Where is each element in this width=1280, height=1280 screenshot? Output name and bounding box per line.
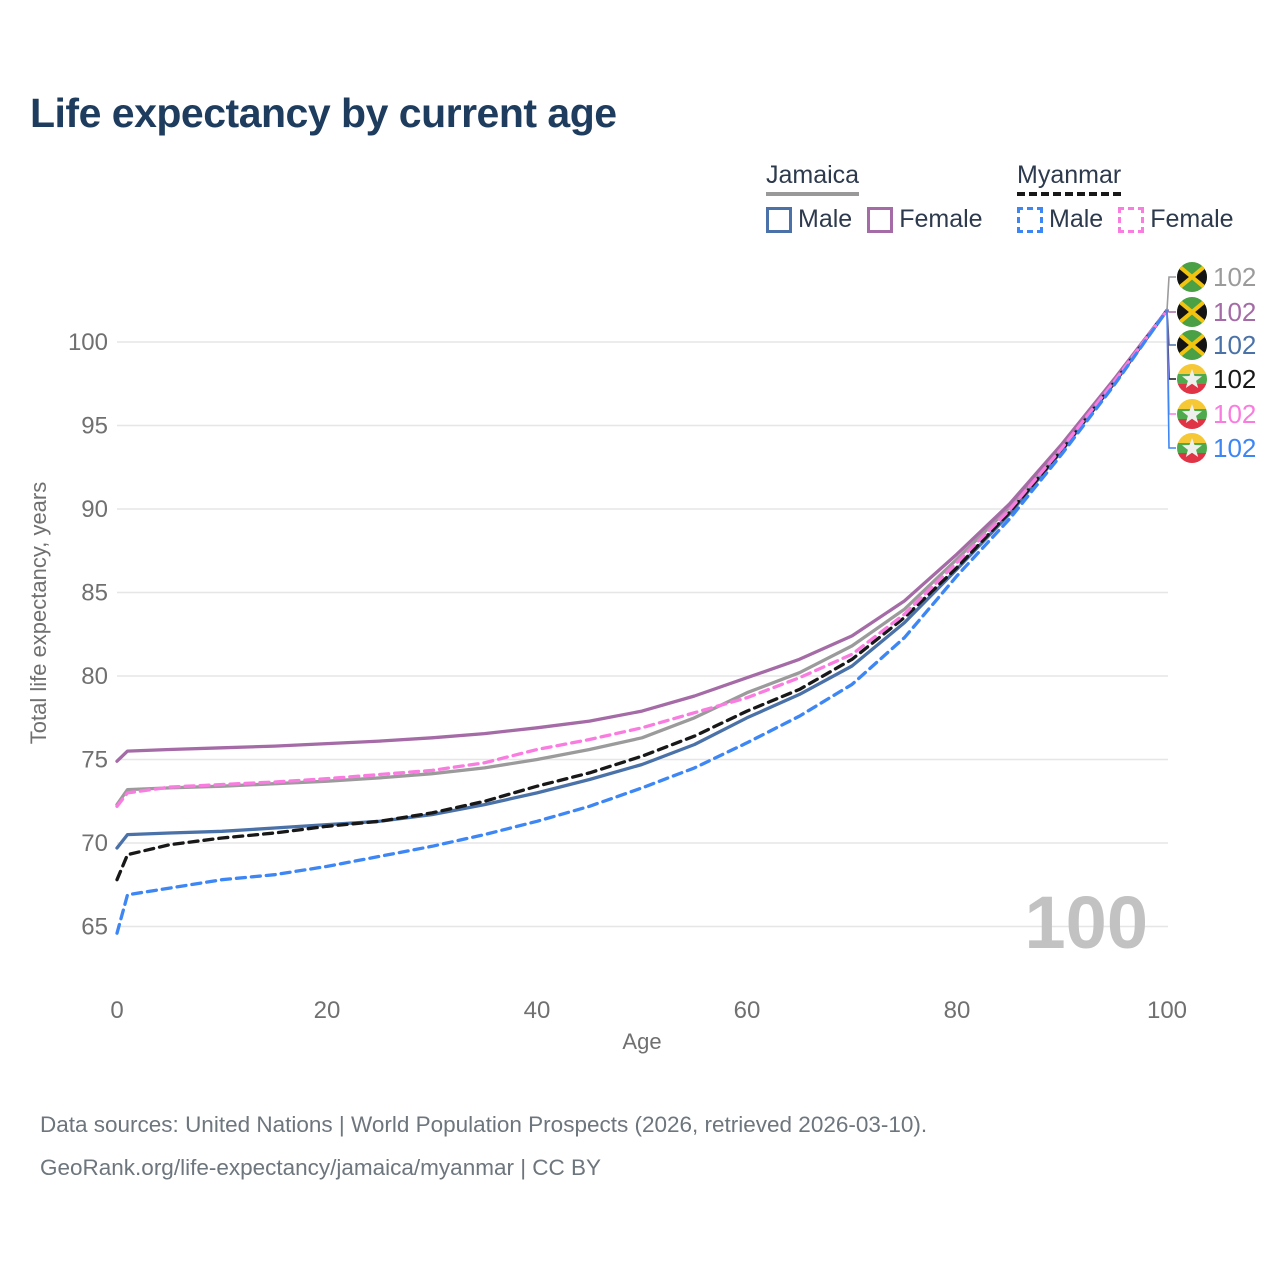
x-tick-label-20: 20 — [314, 997, 341, 1024]
legend-swatch-myanmar-male — [1017, 206, 1043, 233]
legend-label-jamaica-male: Male — [798, 205, 853, 233]
series-line-jamaica-all[interactable] — [115, 308, 1169, 807]
endpoint-value: 102 — [1213, 433, 1257, 463]
age-watermark: 100 — [1025, 881, 1148, 964]
legend-group-myanmar: Myanmar Male Female — [1017, 161, 1234, 234]
legend-item-jamaica-male[interactable]: Male — [766, 205, 852, 234]
y-tick-label-70: 70 — [81, 830, 108, 857]
y-tick-label-100: 100 — [68, 329, 108, 356]
endpoint-row-jamaica-female: 102 — [1177, 297, 1256, 327]
page-title: Life expectancy by current age — [30, 90, 617, 136]
y-tick-label-90: 90 — [81, 496, 108, 523]
legend-country-label: Myanmar — [1017, 161, 1122, 196]
y-tick-label-80: 80 — [81, 663, 108, 690]
x-tick-label-100: 100 — [1147, 997, 1187, 1024]
footer: Data sources: United Nations | World Pop… — [40, 1103, 927, 1189]
jamaica-flag-icon — [1177, 262, 1207, 292]
legend-country-myanmar: Myanmar — [1017, 161, 1234, 196]
y-tick-label-95: 95 — [81, 413, 108, 440]
legend-label-myanmar-male: Male — [1049, 205, 1104, 233]
x-tick-label-60: 60 — [734, 997, 761, 1024]
endpoint-row-myanmar-male: 102 — [1177, 433, 1256, 463]
endpoint-value: 102 — [1213, 364, 1257, 394]
y-tick-label-75: 75 — [81, 747, 108, 774]
myanmar-flag-icon — [1177, 399, 1207, 429]
series-line-myanmar-female[interactable] — [115, 308, 1169, 808]
y-axis-title: Total life expectancy, years — [26, 482, 51, 745]
legend-country-label: Jamaica — [766, 161, 860, 196]
endpoint-row-myanmar-female: 102 — [1177, 399, 1256, 429]
x-tick-label-40: 40 — [524, 997, 551, 1024]
data-sources-line: Data sources: United Nations | World Pop… — [40, 1112, 928, 1137]
legend-swatch-jamaica-female — [867, 206, 894, 233]
x-tick-label-80: 80 — [944, 997, 971, 1024]
series-line-myanmar-male[interactable] — [115, 308, 1169, 935]
series-line-jamaica-female[interactable] — [115, 308, 1169, 763]
jamaica-flag-icon — [1177, 330, 1207, 360]
legend-group-jamaica: Jamaica Male Female — [766, 161, 983, 234]
legend-item-myanmar-female[interactable]: Female — [1118, 205, 1234, 234]
y-tick-label-65: 65 — [81, 914, 108, 941]
legend-swatch-jamaica-male — [766, 206, 792, 233]
legend-item-jamaica-female[interactable]: Female — [867, 205, 983, 234]
x-tick-label-0: 0 — [110, 997, 123, 1024]
x-axis-title: Age — [622, 1029, 661, 1054]
attribution-line: GeoRank.org/life-expectancy/jamaica/myan… — [40, 1155, 602, 1180]
y-tick-label-85: 85 — [81, 580, 108, 607]
endpoint-value: 102 — [1213, 330, 1257, 360]
legend-items-myanmar: Male Female — [1017, 205, 1234, 234]
legend-country-jamaica: Jamaica — [766, 161, 983, 196]
legend-swatch-myanmar-female — [1118, 206, 1145, 233]
endpoint-connector-0 — [1166, 276, 1176, 311]
legend-items-jamaica: Male Female — [766, 205, 983, 234]
jamaica-flag-icon — [1177, 297, 1207, 327]
myanmar-flag-icon — [1177, 364, 1207, 394]
endpoint-row-jamaica-male: 102 — [1177, 330, 1256, 360]
legend-label-jamaica-female: Female — [899, 205, 983, 233]
endpoint-row-jamaica-all: 102 — [1177, 262, 1256, 292]
endpoint-value: 102 — [1213, 262, 1257, 292]
endpoint-value: 102 — [1213, 297, 1257, 327]
series-line-jamaica-male[interactable] — [115, 308, 1169, 850]
legend-label-myanmar-female: Female — [1150, 205, 1234, 233]
endpoint-connector-5 — [1166, 310, 1176, 449]
legend-item-myanmar-male[interactable]: Male — [1017, 205, 1103, 234]
endpoint-connector-1 — [1166, 309, 1176, 313]
myanmar-flag-icon — [1177, 433, 1207, 463]
endpoint-value: 102 — [1213, 399, 1257, 429]
endpoint-row-myanmar-all: 102 — [1177, 364, 1256, 394]
series-line-myanmar-all[interactable] — [115, 308, 1169, 882]
